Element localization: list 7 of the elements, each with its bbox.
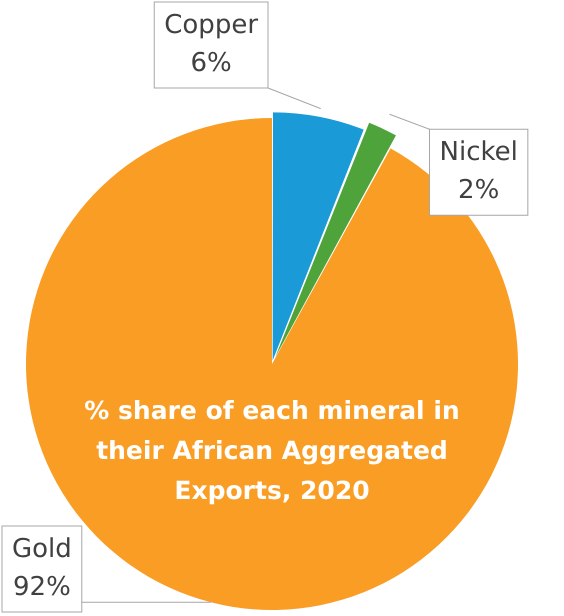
slice-label: Copper: [164, 10, 258, 40]
slice-label: Nickel: [440, 137, 518, 168]
text: % share of each mineral in their African Aggregated Exports, 2020: [84, 396, 460, 506]
data-label: 92%: [12, 572, 71, 602]
data-label: 6%: [190, 48, 232, 78]
data-label: 2%: [458, 175, 500, 206]
slice-label: Gold: [12, 534, 72, 564]
